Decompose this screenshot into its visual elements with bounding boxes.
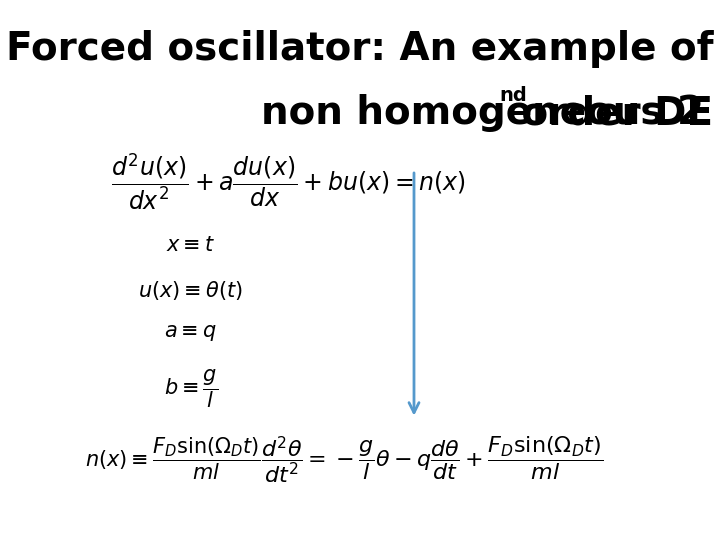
Text: non homogeneous 2: non homogeneous 2 [261,94,703,132]
Text: $\dfrac{d^{2}u(x)}{dx^{2}} + a\dfrac{du(x)}{dx} + bu(x) = n(x)$: $\dfrac{d^{2}u(x)}{dx^{2}} + a\dfrac{du(… [111,151,465,212]
Text: $b \equiv \dfrac{g}{l}$: $b \equiv \dfrac{g}{l}$ [163,368,218,410]
Text: $n(x) \equiv \dfrac{F_D\sin(\Omega_D t)}{ml}$: $n(x) \equiv \dfrac{F_D\sin(\Omega_D t)}… [85,436,261,482]
Text: Forced oscillator: An example of: Forced oscillator: An example of [6,30,714,68]
Text: $a \equiv q$: $a \equiv q$ [164,323,217,343]
Text: $u(x) \equiv \theta(t)$: $u(x) \equiv \theta(t)$ [138,279,243,302]
Text: nd: nd [499,86,527,105]
Text: $\dfrac{d^{2}\theta}{dt^{2}} = -\dfrac{g}{l}\theta - q\dfrac{d\theta}{dt} + \dfr: $\dfrac{d^{2}\theta}{dt^{2}} = -\dfrac{g… [261,435,603,487]
Text: order DE: order DE [508,94,713,132]
Text: $x \equiv t$: $x \equiv t$ [166,235,215,255]
